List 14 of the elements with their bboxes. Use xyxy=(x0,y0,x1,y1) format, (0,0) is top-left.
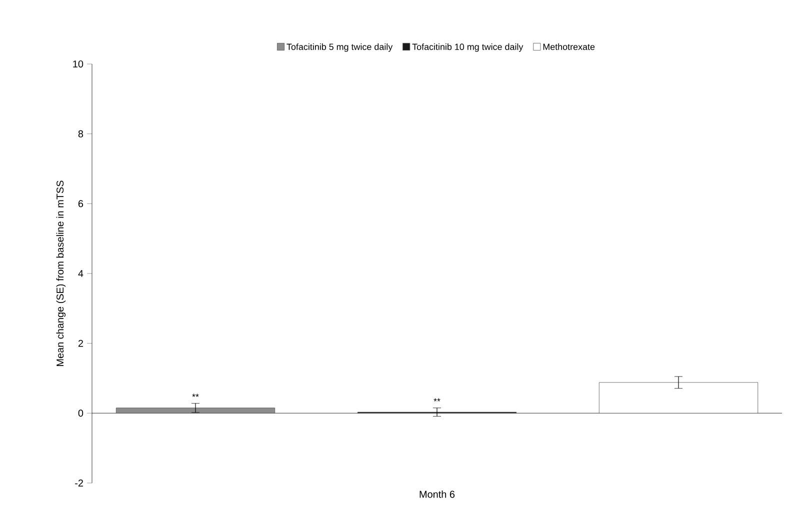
y-tick-label: 10 xyxy=(73,60,84,68)
legend-label: Tofacitinib 10 mg twice daily xyxy=(412,43,524,52)
annotation: ** xyxy=(434,398,440,402)
y-tick-label: 6 xyxy=(78,200,84,208)
legend-label: Methotrexate xyxy=(543,43,595,50)
x-axis-title: Month 6 xyxy=(420,490,455,498)
legend-label: Tofacitinib 5 mg twice daily xyxy=(286,43,393,52)
y-tick-label: 0 xyxy=(78,410,84,417)
y-tick-label: 2 xyxy=(78,340,83,347)
y-tick-label: 8 xyxy=(78,130,84,138)
y-axis-title: Mean change (SE) from baseline in mTSS xyxy=(56,180,66,366)
annotation: ** xyxy=(192,394,199,397)
y-tick-label: 4 xyxy=(78,270,84,277)
y-tick-label: -2 xyxy=(75,480,83,486)
